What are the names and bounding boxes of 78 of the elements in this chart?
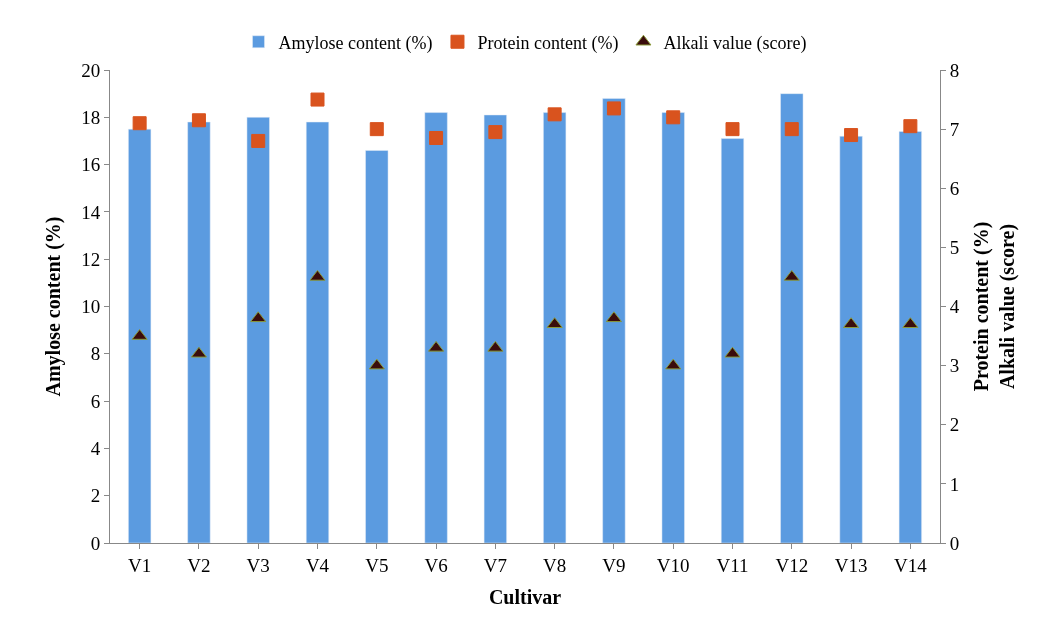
y-tick-label: 8 xyxy=(90,343,101,365)
point xyxy=(368,358,385,370)
point xyxy=(487,340,504,352)
x-tick-label: V7 xyxy=(483,554,507,576)
legend-label: Amylose content (%) xyxy=(278,32,433,54)
bar xyxy=(839,135,863,543)
bar xyxy=(898,131,922,543)
y2-tick-label: 1 xyxy=(949,473,960,495)
point xyxy=(428,340,445,352)
legend-label: Protein content (%) xyxy=(477,32,619,54)
x-tick-label: V5 xyxy=(365,554,389,576)
y-tick-label: 18 xyxy=(81,106,101,128)
bar xyxy=(720,138,745,543)
x-tick-label: V9 xyxy=(602,554,626,576)
y2-tick-label: 5 xyxy=(949,237,960,259)
point xyxy=(605,311,622,323)
y-tick-label: 14 xyxy=(81,201,101,223)
point xyxy=(310,92,325,107)
x-tick-label: V2 xyxy=(187,554,211,576)
point xyxy=(783,269,800,281)
point xyxy=(369,122,384,137)
point xyxy=(191,113,206,128)
y2-tick-label: 7 xyxy=(949,118,960,140)
y-tick-label: 0 xyxy=(90,532,101,554)
bar xyxy=(661,112,685,543)
point xyxy=(132,116,147,131)
point xyxy=(488,125,503,140)
point xyxy=(547,107,562,122)
y2-tick-label: 8 xyxy=(949,59,960,81)
point xyxy=(903,119,918,134)
point xyxy=(784,122,799,137)
y2-tick-label: 4 xyxy=(949,296,960,318)
bar xyxy=(305,121,330,543)
legend-label: Alkali value (score) xyxy=(663,32,807,54)
bar xyxy=(128,128,152,543)
bar xyxy=(246,117,270,543)
point xyxy=(665,358,682,370)
x-tick-label: V11 xyxy=(716,554,749,576)
bar xyxy=(602,98,626,543)
y2-tick-label: 3 xyxy=(949,355,960,377)
point xyxy=(429,130,444,145)
x-tick-label: V10 xyxy=(656,554,690,576)
point xyxy=(190,346,207,358)
point xyxy=(725,122,740,137)
point xyxy=(606,101,621,116)
y2-tick-label: 2 xyxy=(949,414,960,436)
x-tick-label: V14 xyxy=(893,554,928,576)
y-tick-label: 4 xyxy=(90,438,101,460)
x-tick-label: V8 xyxy=(543,554,567,576)
y2-tick-label: 6 xyxy=(949,177,960,199)
point xyxy=(250,311,267,323)
x-tick-label: V4 xyxy=(305,554,330,576)
point xyxy=(309,269,326,281)
point xyxy=(251,133,266,148)
y-tick-label: 16 xyxy=(81,154,101,176)
y-tick-label: 6 xyxy=(90,390,101,412)
bar xyxy=(780,93,804,543)
point xyxy=(724,346,741,358)
x-tick-label: V12 xyxy=(775,554,809,576)
point xyxy=(666,110,681,125)
bar xyxy=(483,114,507,543)
point xyxy=(844,128,859,143)
bar xyxy=(187,121,211,543)
y-tick-label: 2 xyxy=(90,485,101,507)
y-tick-label: 10 xyxy=(81,296,101,318)
x-axis-title: Cultivar xyxy=(488,586,562,609)
bar xyxy=(543,112,567,543)
y-tick-label: 20 xyxy=(81,59,101,81)
x-tick-label: V3 xyxy=(246,554,270,576)
x-tick-label: V13 xyxy=(834,554,868,576)
y-tick-label: 12 xyxy=(81,248,101,270)
y2-axis-title: Protein content (%) Alkali value (score) xyxy=(970,221,1020,392)
bar xyxy=(365,150,389,543)
x-tick-label: V1 xyxy=(128,554,152,576)
x-tick-label: V6 xyxy=(424,554,448,576)
y-axis-title: Amylose content (%) xyxy=(41,216,65,397)
bar xyxy=(424,112,448,543)
y2-tick-label: 0 xyxy=(949,532,960,554)
